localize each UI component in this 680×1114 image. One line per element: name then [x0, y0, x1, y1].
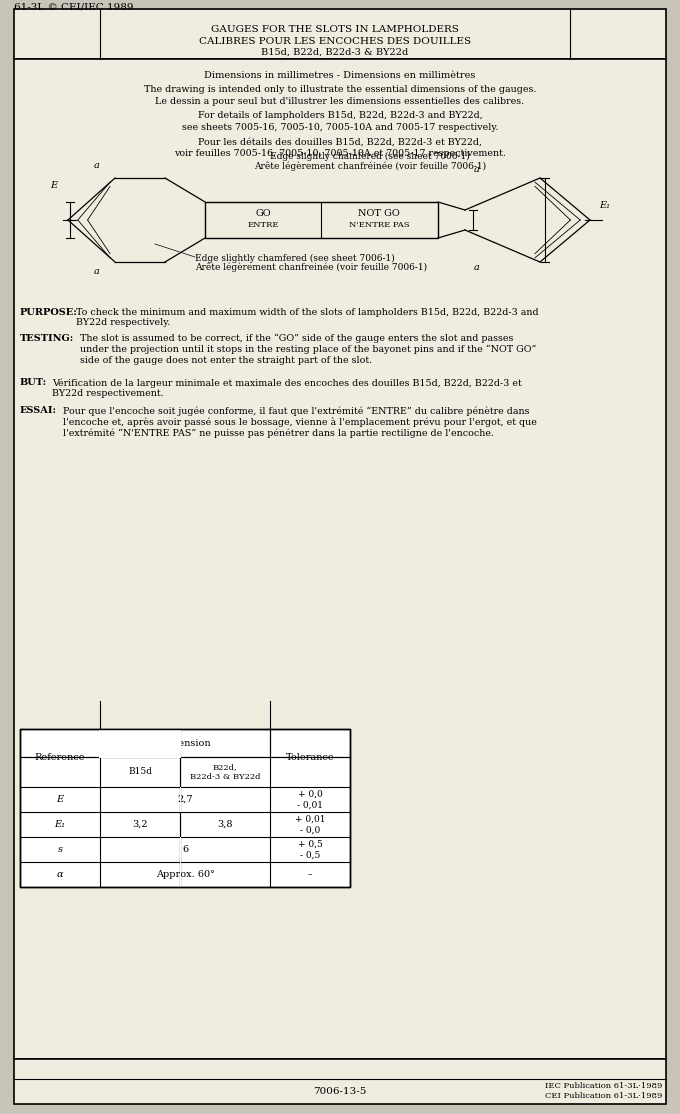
Text: a: a — [474, 264, 480, 273]
Text: ESSAI:: ESSAI: — [20, 405, 57, 416]
Text: Dimension: Dimension — [158, 739, 211, 747]
Text: E: E — [50, 180, 58, 189]
Bar — [14, 59, 666, 1059]
Text: ENTRE: ENTRE — [248, 221, 279, 229]
Text: Edge slightly chamfered (see sheet 7006-1): Edge slightly chamfered (see sheet 7006-… — [270, 152, 470, 160]
Text: 3,2: 3,2 — [132, 820, 148, 829]
Text: 3,8: 3,8 — [217, 820, 233, 829]
Text: BUT:: BUT: — [20, 378, 47, 387]
Text: Edge slightly chamfered (see sheet 7006-1): Edge slightly chamfered (see sheet 7006-… — [195, 254, 395, 263]
Text: GO: GO — [255, 209, 271, 218]
Text: To check the minimum and maximum width of the slots of lampholders B15d, B22d, B: To check the minimum and maximum width o… — [76, 307, 539, 328]
Text: B15d, B22d, B22d-3 & BY22d: B15d, B22d, B22d-3 & BY22d — [261, 48, 409, 57]
Bar — [205, 202, 438, 238]
Text: The drawing is intended only to illustrate the essential dimensions of the gauge: The drawing is intended only to illustra… — [143, 86, 537, 95]
Text: voir feuilles 7005-16, 7005-10, 7005-10A et 7005-17 respectivement.: voir feuilles 7005-16, 7005-10, 7005-10A… — [174, 148, 506, 157]
Text: IEC Publication 61-3L·1989: IEC Publication 61-3L·1989 — [545, 1082, 662, 1089]
Bar — [20, 729, 350, 887]
Text: a: a — [474, 166, 480, 175]
Text: E₁: E₁ — [600, 201, 611, 209]
Text: a: a — [94, 162, 100, 170]
Text: + 0,0
- 0,01: + 0,0 - 0,01 — [297, 790, 323, 809]
Text: 61-3L © CEI/IEC 1989: 61-3L © CEI/IEC 1989 — [14, 2, 133, 11]
Text: Dimensions in millimetres - Dimensions en millimètres: Dimensions in millimetres - Dimensions e… — [204, 71, 476, 80]
Text: E: E — [56, 795, 63, 804]
Text: s: s — [58, 846, 63, 854]
Text: CEI Publication 61-3L·1989: CEI Publication 61-3L·1989 — [545, 1092, 662, 1100]
Text: E₁: E₁ — [54, 820, 65, 829]
Text: 2,7: 2,7 — [177, 795, 193, 804]
Text: + 0,01
- 0,0: + 0,01 - 0,0 — [294, 814, 325, 834]
Text: TESTING:: TESTING: — [20, 334, 74, 343]
Bar — [14, 1059, 666, 1104]
Text: NOT GO: NOT GO — [358, 209, 400, 218]
Text: 6: 6 — [182, 846, 188, 854]
Text: Vérification de la largeur minimale et maximale des encoches des douilles B15d, : Vérification de la largeur minimale et m… — [52, 378, 522, 398]
Text: PURPOSE:: PURPOSE: — [20, 307, 78, 317]
Text: –: – — [308, 870, 312, 879]
Text: + 0,5
- 0,5: + 0,5 - 0,5 — [298, 840, 322, 859]
Text: see sheets 7005-16, 7005-10, 7005-10A and 7005-17 respectively.: see sheets 7005-16, 7005-10, 7005-10A an… — [182, 123, 498, 131]
Bar — [20, 729, 350, 887]
Text: Le dessin a pour seul but d'illustrer les dimensions essentielles des calibres.: Le dessin a pour seul but d'illustrer le… — [156, 97, 524, 106]
Text: Tolerance: Tolerance — [286, 753, 335, 762]
Text: Pour les détails des douilles B15d, B22d, B22d-3 et BY22d,: Pour les détails des douilles B15d, B22d… — [198, 137, 482, 147]
Bar — [14, 9, 666, 59]
Text: CALIBRES POUR LES ENCOCHES DES DOUILLES: CALIBRES POUR LES ENCOCHES DES DOUILLES — [199, 37, 471, 46]
Text: The slot is assumed to be correct, if the “GO” side of the gauge enters the slot: The slot is assumed to be correct, if th… — [80, 334, 537, 364]
Text: Approx. 60°: Approx. 60° — [156, 870, 214, 879]
Text: N'ENTRE PAS: N'ENTRE PAS — [349, 221, 409, 229]
Text: a: a — [94, 267, 100, 276]
Text: B15d: B15d — [128, 768, 152, 776]
Text: 7006-13-5: 7006-13-5 — [313, 1087, 367, 1096]
Text: GAUGES FOR THE SLOTS IN LAMPHOLDERS: GAUGES FOR THE SLOTS IN LAMPHOLDERS — [211, 26, 459, 35]
Text: Reference: Reference — [35, 753, 85, 762]
Text: For details of lampholders B15d, B22d, B22d-3 and BY22d,: For details of lampholders B15d, B22d, B… — [198, 111, 482, 120]
Bar — [99, 730, 181, 758]
Text: α: α — [56, 870, 63, 879]
Text: B22d,
B22d-3 & BY22d: B22d, B22d-3 & BY22d — [190, 763, 260, 781]
Text: Pour que l'encoche soit jugée conforme, il faut que l'extrémité “ENTRE” du calib: Pour que l'encoche soit jugée conforme, … — [63, 405, 537, 438]
Text: Arête légèrement chanfreinée (voir feuille 7006-1): Arête légèrement chanfreinée (voir feuil… — [195, 262, 427, 272]
Text: Arête légèrement chanfréinée (voir feuille 7006-1): Arête légèrement chanfréinée (voir feuil… — [254, 162, 486, 170]
